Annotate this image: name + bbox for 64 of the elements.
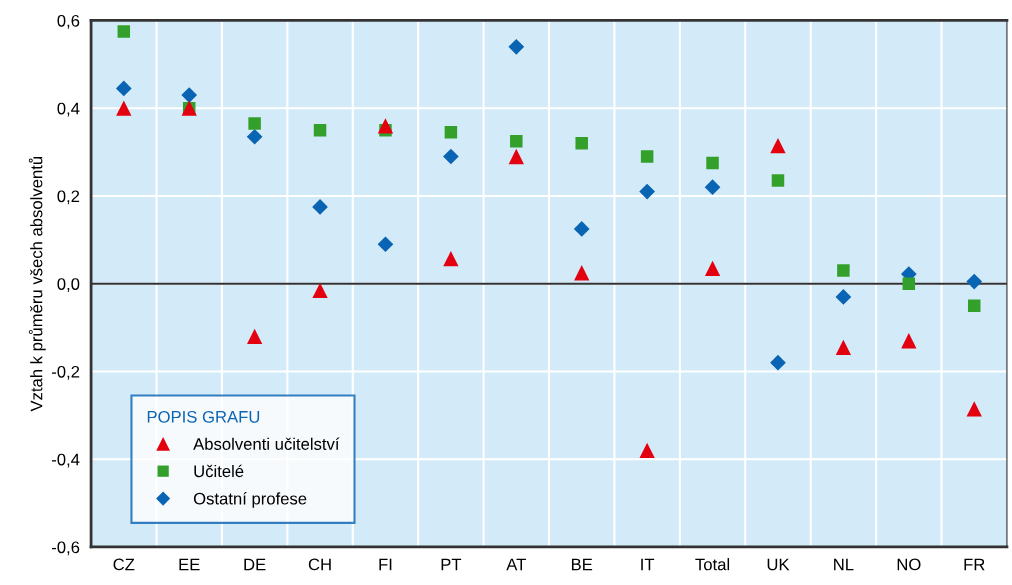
y-tick-label: -0,6 <box>51 541 80 556</box>
point <box>574 265 590 281</box>
x-tick-label: FR <box>964 558 985 571</box>
point <box>116 100 132 116</box>
point <box>508 38 525 55</box>
y-tick-label: 0,4 <box>57 102 80 117</box>
y-axis-title: Vztah k průměru všech absolventů <box>28 156 46 412</box>
point <box>573 221 590 237</box>
point <box>640 150 654 163</box>
x-tick-label: AT <box>506 558 526 571</box>
x-tick-label: Total <box>695 558 730 571</box>
point <box>248 117 261 130</box>
point <box>443 148 459 165</box>
x-tick-label: IT <box>641 558 655 571</box>
y-tick-label: 0,0 <box>57 278 80 292</box>
point <box>706 156 719 170</box>
x-tick-label: BE <box>571 558 593 571</box>
point <box>510 134 523 148</box>
point <box>575 137 588 150</box>
point <box>966 273 983 290</box>
point <box>312 282 328 298</box>
point <box>246 328 263 345</box>
point <box>967 299 981 312</box>
point <box>313 123 327 137</box>
point <box>770 354 786 371</box>
x-tick-label: CZ <box>113 558 135 571</box>
x-tick-label: DE <box>244 558 266 571</box>
point <box>508 148 524 165</box>
legend-label: Ostatní profese <box>193 492 307 508</box>
point <box>181 87 198 103</box>
point <box>117 25 131 38</box>
point <box>639 442 655 459</box>
point <box>771 174 785 187</box>
point <box>246 128 263 145</box>
legend-label: Učitelé <box>194 464 244 478</box>
y-tick-label: -0,2 <box>51 365 80 380</box>
x-tick-label: NO <box>897 558 921 571</box>
x-tick-label: FI <box>379 558 392 571</box>
point <box>770 137 786 154</box>
y-tick-label: 0,2 <box>57 190 80 205</box>
point <box>835 289 852 305</box>
point <box>377 118 394 134</box>
point <box>444 126 458 139</box>
x-tick-label: CH <box>308 558 331 571</box>
point <box>837 264 850 277</box>
x-tick-label: EE <box>179 558 200 571</box>
x-tick-label: PT <box>441 558 462 571</box>
y-tick-label: 0,6 <box>57 14 80 29</box>
point <box>966 401 982 417</box>
point <box>835 339 852 355</box>
x-tick-label: UK <box>767 558 790 571</box>
point <box>639 183 655 200</box>
point <box>704 260 721 277</box>
point <box>115 80 132 97</box>
point <box>443 251 459 267</box>
y-tick-label: -0,4 <box>51 453 80 468</box>
point <box>901 333 917 349</box>
point <box>704 179 721 196</box>
legend-title: POPIS GRAFU <box>147 410 260 423</box>
x-tick-label: NL <box>834 558 854 571</box>
legend-label: Absolventi učitelství <box>193 437 340 450</box>
point <box>377 236 394 253</box>
point <box>902 277 916 290</box>
point <box>312 199 328 215</box>
